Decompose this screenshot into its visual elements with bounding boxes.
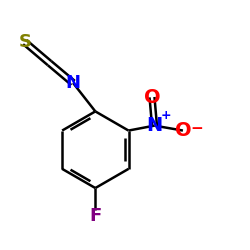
Text: N: N [146, 116, 162, 135]
Text: O: O [144, 88, 160, 107]
Text: +: + [161, 109, 172, 122]
Text: N: N [66, 74, 80, 92]
Text: −: − [190, 120, 203, 136]
Text: S: S [18, 33, 32, 51]
Text: F: F [89, 208, 102, 226]
Text: O: O [174, 121, 191, 140]
